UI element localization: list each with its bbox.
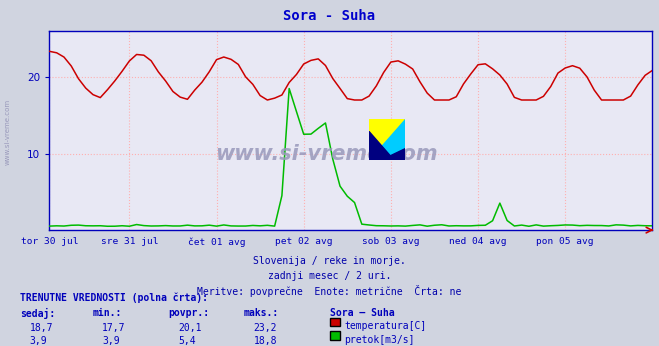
Polygon shape [380,148,405,161]
Text: čet 01 avg: čet 01 avg [188,237,245,246]
Text: Sora – Suha: Sora – Suha [330,308,394,318]
Text: 3,9: 3,9 [102,336,120,346]
Polygon shape [369,119,405,161]
Text: 5,4: 5,4 [178,336,196,346]
Text: Meritve: povprečne  Enote: metrične  Črta: ne: Meritve: povprečne Enote: metrične Črta:… [197,285,462,297]
Text: Sora - Suha: Sora - Suha [283,9,376,22]
Text: zadnji mesec / 2 uri.: zadnji mesec / 2 uri. [268,271,391,281]
Text: ned 04 avg: ned 04 avg [449,237,507,246]
Text: 3,9: 3,9 [30,336,47,346]
Text: 18,7: 18,7 [30,323,53,333]
Text: Slovenija / reke in morje.: Slovenija / reke in morje. [253,256,406,266]
Text: 20,1: 20,1 [178,323,202,333]
Text: 17,7: 17,7 [102,323,126,333]
Polygon shape [369,119,405,161]
Text: www.si-vreme.com: www.si-vreme.com [5,98,11,165]
Polygon shape [369,131,394,161]
Text: temperatura[C]: temperatura[C] [344,321,426,331]
Text: min.:: min.: [92,308,122,318]
Text: povpr.:: povpr.: [168,308,209,318]
Text: 23,2: 23,2 [254,323,277,333]
Text: www.si-vreme.com: www.si-vreme.com [215,145,438,164]
Text: maks.:: maks.: [244,308,279,318]
Text: pet 02 avg: pet 02 avg [275,237,332,246]
Text: sre 31 jul: sre 31 jul [101,237,158,246]
Text: TRENUTNE VREDNOSTI (polna črta):: TRENUTNE VREDNOSTI (polna črta): [20,292,208,303]
Text: sedaj:: sedaj: [20,308,55,319]
Text: 18,8: 18,8 [254,336,277,346]
Text: pon 05 avg: pon 05 avg [536,237,594,246]
Text: pretok[m3/s]: pretok[m3/s] [344,335,415,345]
Text: tor 30 jul: tor 30 jul [20,237,78,246]
Text: sob 03 avg: sob 03 avg [362,237,420,246]
